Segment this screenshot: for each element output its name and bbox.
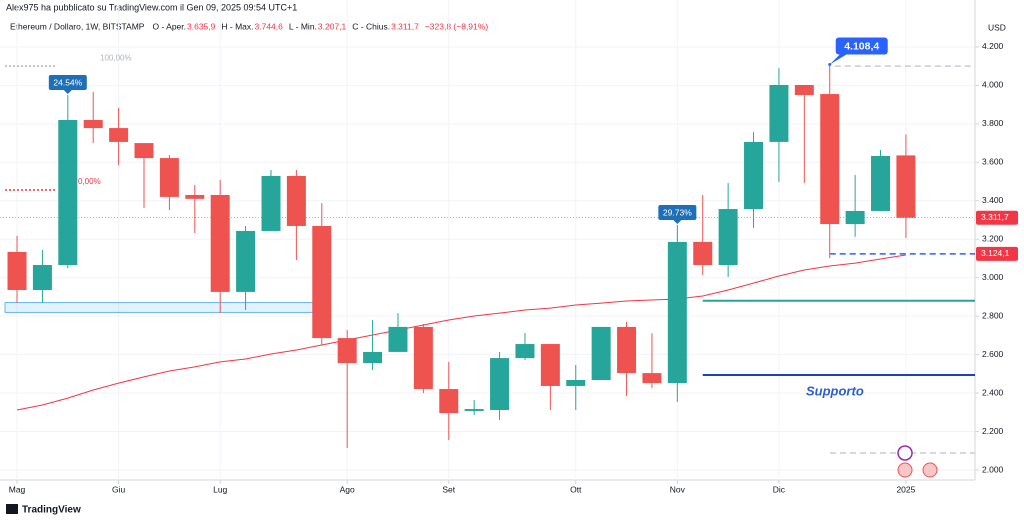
y-tick-label: 3.000 [982,272,1004,282]
logo [6,504,18,514]
candle-body [718,209,738,265]
candle-body [464,409,484,411]
candle-body [693,241,713,265]
callout-arrow [63,90,72,94]
candle-body [642,373,662,384]
price-label-box [976,246,1018,261]
ohlc-value: 3.635,9 [187,21,216,31]
candle-body [58,120,78,265]
candle-body [337,338,357,364]
candle-body [896,155,916,218]
x-tick-label: Ott [570,484,582,494]
x-tick-label: Mag [9,484,26,494]
y-tick-label: 3.800 [982,118,1004,128]
candle-body [617,326,637,374]
candle-body [794,85,814,95]
candle-body [845,210,865,225]
candle-body [185,195,205,199]
x-tick-label: 2025 [896,484,915,494]
ohlc-label: C - Chius. [352,21,390,31]
ohlc-value: 3.744,6 [255,21,284,31]
callout-label: 4.108,4 [844,40,879,52]
callout-label: 29.73% [663,207,692,217]
level-label: Supporto [806,383,864,398]
ohlc-value: 3.311,7 [391,21,419,31]
candle-body [363,351,383,364]
change: −323,8 (−8,91%) [425,21,488,31]
candle-body [490,358,510,410]
publisher: Alex975 ha pubblicato su TradingView.com… [6,2,297,12]
callout-box [48,75,87,90]
symbol: Ethereum / Dollaro, 1W, BITSTAMP [10,21,145,31]
x-tick-label: Giu [112,484,126,494]
ohlc-label: O - Aper. [152,21,186,31]
y-tick-label: 2.400 [982,387,1004,397]
candle-body [236,230,256,292]
x-tick-label: Nov [670,484,686,494]
x-tick-label: Ago [340,484,355,494]
fib-label: 0,00% [78,177,101,186]
candle-body [159,158,179,197]
candle-body [744,141,764,210]
candle-body [820,94,840,225]
candle-body [32,265,52,290]
callout-label: 24.54% [53,77,82,87]
event-icon [897,462,913,478]
support-zone [4,302,316,313]
candle-body [388,326,408,352]
y-tick-label: 3.200 [982,233,1004,243]
y-tick-label: 3.400 [982,195,1004,205]
price-label: 3.311,7 [981,212,1009,222]
candle-body [439,389,459,414]
candle-body [7,251,27,290]
y-tick-label: 4.000 [982,80,1004,90]
ohlc-label: H - Max. [221,21,253,31]
y-tick-label: 2.800 [982,310,1004,320]
moving-average [16,254,906,411]
event-icon [922,462,938,478]
callout-box [835,37,888,55]
candle-body [83,120,103,129]
brand: TradingView [22,505,81,516]
y-tick-label: 2.600 [982,349,1004,359]
candle-body [312,225,332,339]
y-tick-label: 2.000 [982,464,1004,474]
y-tick-label: 4.200 [982,41,1004,51]
x-tick-label: Dic [773,484,786,494]
callout-box [658,205,697,220]
fib-label: 100,00% [100,53,132,62]
price-label-box [976,210,1018,225]
candle-body [515,344,535,359]
price-label: 3.124,1 [981,248,1010,258]
candle-body [210,195,230,292]
x-tick-label: Lug [213,484,227,494]
candle-body [667,241,687,384]
candle-body [134,143,154,159]
candle-body [566,380,586,386]
candle-body [286,175,306,226]
event-icon [897,445,913,461]
candle-body [413,326,433,390]
ohlc-value: 3.207,1 [318,21,347,31]
callout-arrow [673,220,682,224]
candle-body [261,175,281,231]
candle-body [109,128,129,142]
callout-arrow [829,52,850,65]
candle-body [591,326,611,380]
candle-body [871,155,891,211]
y-tick-label: 3.600 [982,157,1004,167]
ohlc-label: L - Min. [289,21,317,31]
currency: USD [988,22,1006,32]
x-tick-label: Set [442,484,455,494]
candle-body [769,85,789,142]
candle-body [540,344,560,386]
y-tick-label: 2.200 [982,426,1004,436]
